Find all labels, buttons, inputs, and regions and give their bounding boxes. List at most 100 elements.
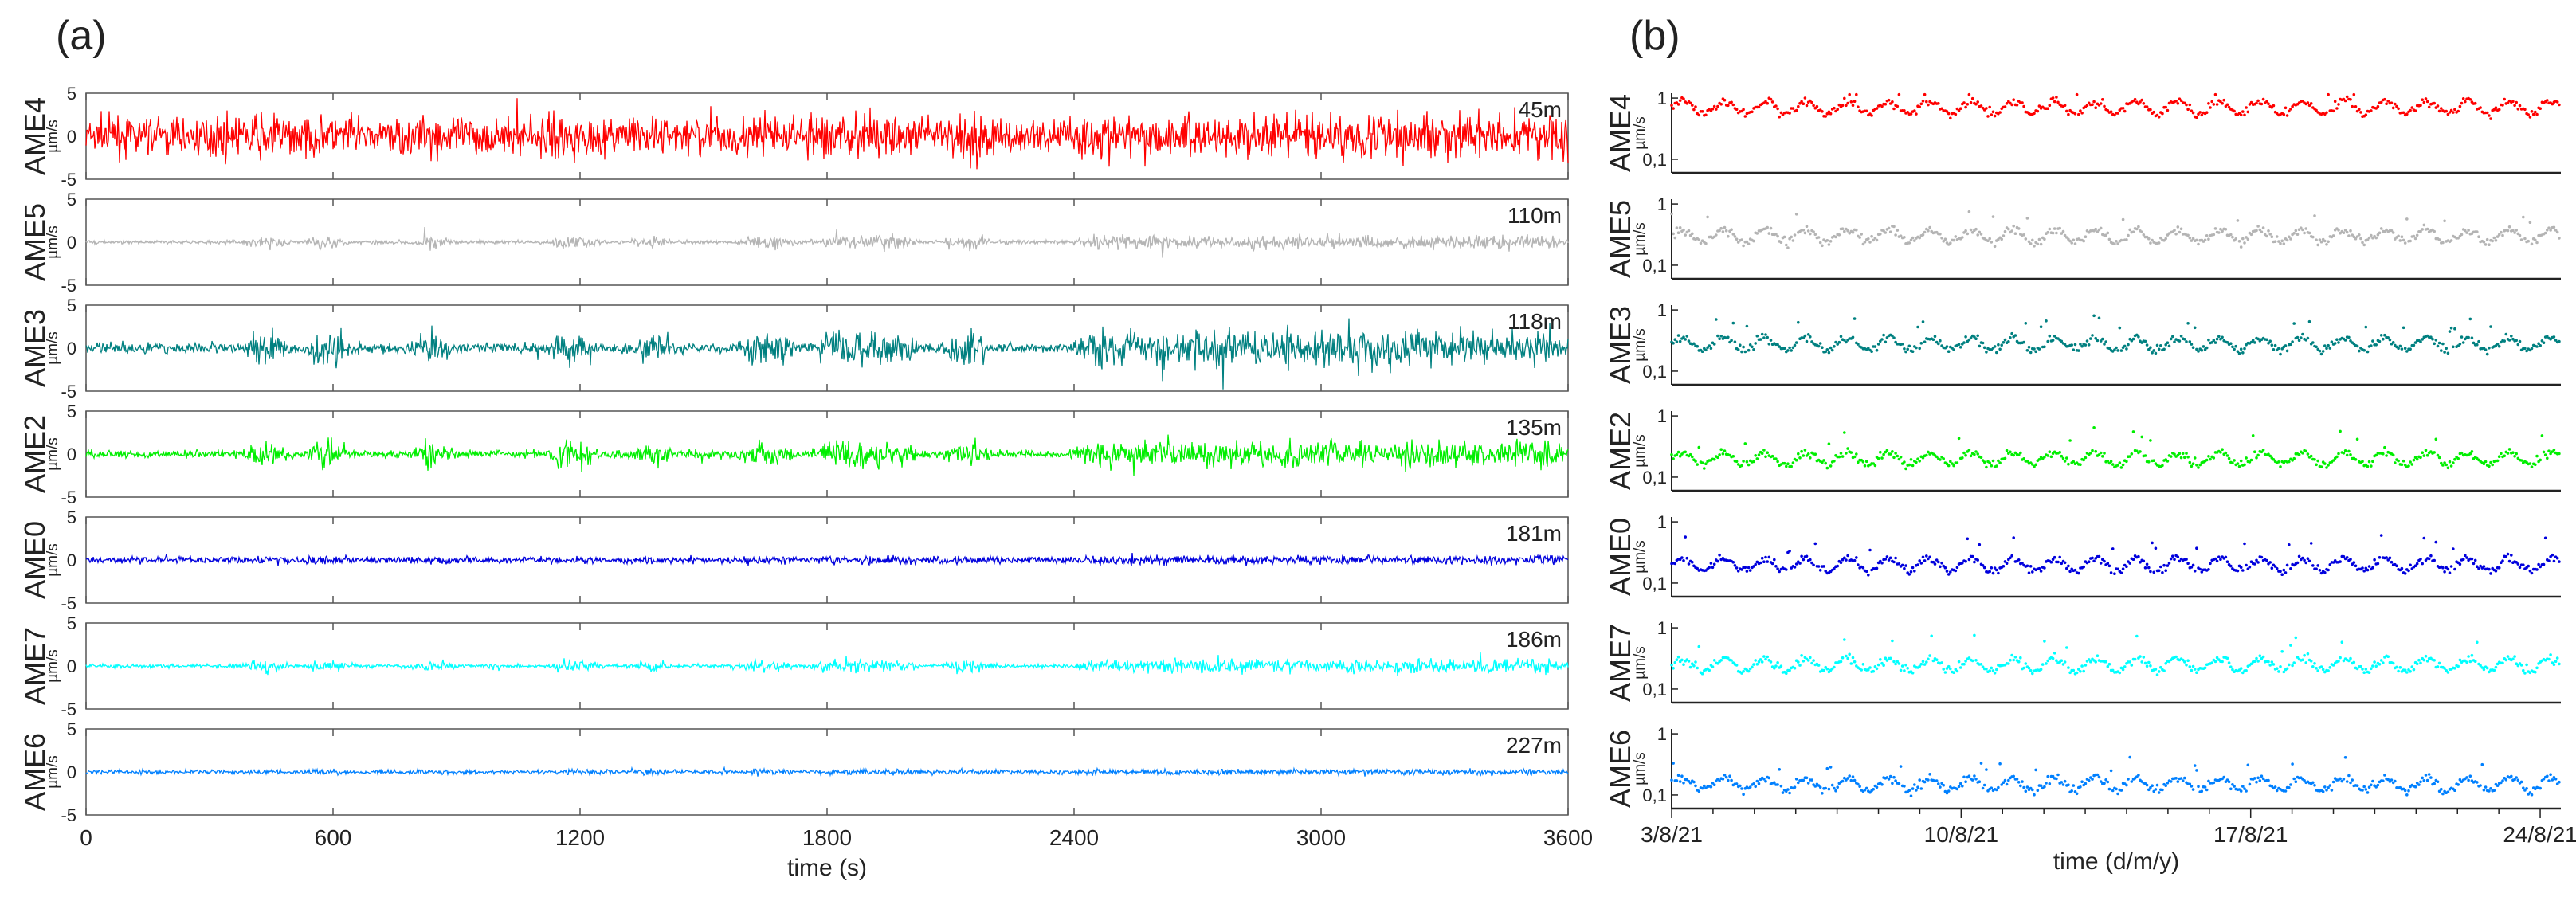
scatter-point <box>2239 459 2243 463</box>
scatter-point <box>2176 225 2180 229</box>
scatter-point <box>2104 233 2107 237</box>
scatter-point <box>1868 548 1872 552</box>
scatter-point <box>2173 452 2176 456</box>
scatter-point <box>2282 112 2286 116</box>
scatter-point <box>2394 461 2397 464</box>
scatter-point <box>1794 562 1798 566</box>
y-tick-label: 0 <box>67 550 76 570</box>
scatter-point <box>2280 347 2284 351</box>
scatter-point <box>2119 789 2123 792</box>
scatter-point <box>2465 776 2468 779</box>
scatter-point <box>2349 98 2352 101</box>
scatter-point <box>2121 217 2125 221</box>
scatter-point <box>2491 463 2494 467</box>
scatter-point <box>1911 787 1915 790</box>
scatter-point <box>2402 238 2405 242</box>
scatter-point <box>1903 566 1906 570</box>
scatter-point <box>1990 666 1994 670</box>
scatter-point <box>1911 236 1915 240</box>
scatter-point <box>2003 778 2007 782</box>
scatter-point <box>2362 243 2366 247</box>
scatter-point <box>1964 229 1967 233</box>
scatter-point <box>1979 762 1983 765</box>
scatter-point <box>2552 663 2556 666</box>
scatter-point <box>2366 350 2370 354</box>
scatter-point <box>2374 664 2378 668</box>
scatter-point <box>2034 768 2037 772</box>
scatter-point <box>1806 333 1810 336</box>
scatter-point <box>2212 781 2216 785</box>
scatter-point <box>1845 227 1848 231</box>
scatter-point <box>1794 108 1798 112</box>
scatter-point <box>1900 664 1904 668</box>
scatter-point <box>2513 231 2516 234</box>
scatter-point <box>2370 464 2373 468</box>
scatter-point <box>2116 567 2119 571</box>
scatter-point <box>1849 662 1853 665</box>
scatter-point <box>1875 107 1879 110</box>
scatter-point <box>1754 562 1757 566</box>
scatter-point <box>2167 562 2171 565</box>
scatter-point <box>1797 320 1800 324</box>
scatter-point <box>2149 570 2152 574</box>
scatter-point <box>1682 559 1685 562</box>
scatter-point <box>2151 784 2154 787</box>
scatter-point <box>1864 786 1868 790</box>
scatter-point <box>1903 669 1906 672</box>
scatter-point <box>2133 97 2137 101</box>
scatter-point <box>1798 664 1802 667</box>
scatter-point <box>2340 640 2344 644</box>
scatter-point <box>1918 460 1921 463</box>
scatter-point <box>2367 671 2371 674</box>
scatter-point <box>2339 777 2342 781</box>
scatter-point <box>2504 658 2508 662</box>
scatter-point <box>1759 658 1762 661</box>
scatter-point <box>1818 342 1822 345</box>
y-tick-label: 0 <box>67 656 76 676</box>
scatter-point <box>1962 451 1966 455</box>
scatter-point <box>1864 109 1868 113</box>
scatter-point <box>2178 339 2182 343</box>
scatter-point <box>2285 667 2289 671</box>
scatter-point <box>1978 780 1982 783</box>
scatter-point <box>2364 113 2368 116</box>
scatter-point <box>1974 227 1978 231</box>
scatter-point <box>2167 660 2171 664</box>
scatter-point <box>1735 664 1739 667</box>
scatter-point <box>2080 344 2084 348</box>
scatter-point <box>2157 791 2161 794</box>
scatter-point <box>1711 665 1715 668</box>
x-tick-label: 600 <box>315 825 352 850</box>
scatter-point <box>2522 668 2525 672</box>
scatter-point <box>2452 345 2455 349</box>
scatter-point <box>2437 456 2441 460</box>
scatter-point <box>1682 782 1685 785</box>
scatter-point <box>2227 661 2231 664</box>
scatter-point <box>1716 334 1719 338</box>
scatter-point <box>2458 658 2462 662</box>
scatter-point <box>2249 662 2253 666</box>
scatter-point <box>1872 669 1875 673</box>
scatter-point <box>1688 665 1692 669</box>
scatter-point <box>2155 113 2159 117</box>
scatter-point <box>2476 640 2479 644</box>
scatter-point <box>2255 656 2258 660</box>
scatter-point <box>1887 226 1891 230</box>
scatter-point <box>2279 665 2282 668</box>
scatter-point <box>2198 463 2202 467</box>
scatter-point <box>1845 452 1848 455</box>
scatter-point <box>2315 238 2318 242</box>
scatter-point <box>2147 460 2151 464</box>
scatter-point <box>2125 347 2128 351</box>
scatter-point <box>1997 343 2000 347</box>
scatter-point <box>2034 463 2037 467</box>
scatter-point <box>2036 789 2040 792</box>
scatter-point <box>2103 782 2106 785</box>
scatter-point <box>2425 778 2429 782</box>
scatter-point <box>2285 114 2289 117</box>
scatter-point <box>2409 108 2412 112</box>
scatter-point <box>2101 455 2104 458</box>
scatter-point <box>2325 466 2328 469</box>
